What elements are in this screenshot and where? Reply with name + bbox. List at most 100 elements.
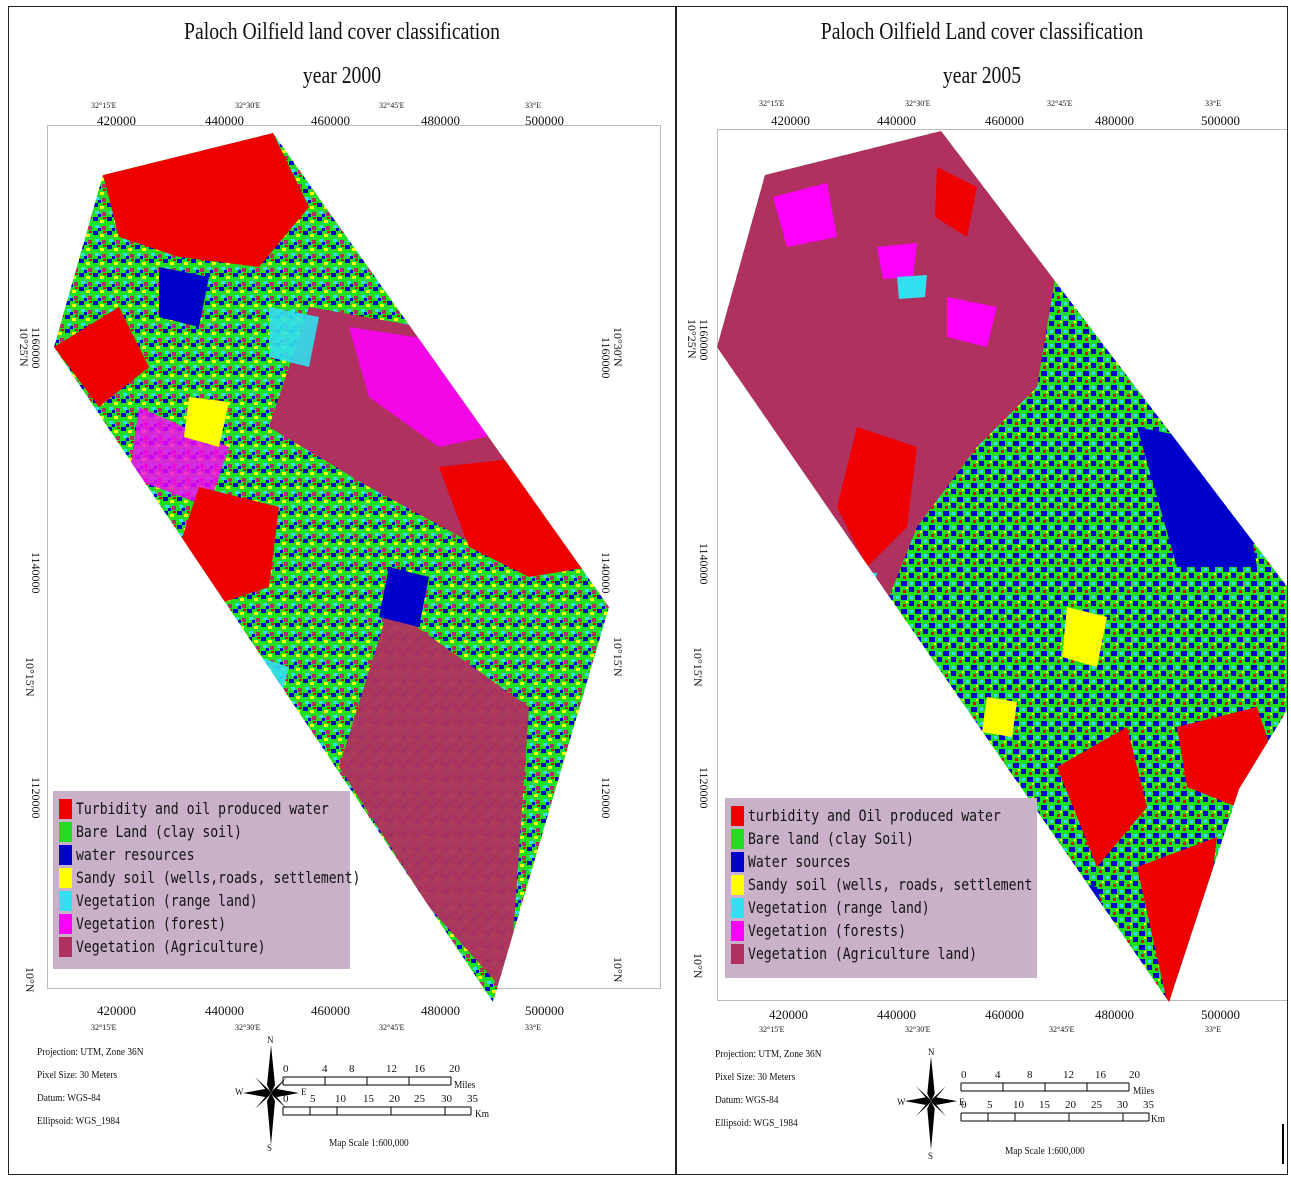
scale-km-label: Km <box>475 1108 490 1120</box>
compass-w: W <box>235 1087 244 1097</box>
legend-swatch <box>59 821 72 842</box>
scale-km-tick: 5 <box>310 1093 316 1105</box>
scale-km-tick: 10 <box>1013 1099 1024 1111</box>
legend-label: Sandy soil (wells, roads, settlement <box>748 874 1033 894</box>
map-scale-text: Map Scale 1:600,000 <box>329 1137 409 1149</box>
legend-swatch <box>731 851 744 872</box>
bottom-degree-tick: 32°15'E <box>91 1023 117 1032</box>
scale-km-tick: 25 <box>1091 1099 1102 1111</box>
compass-e: E <box>301 1087 307 1097</box>
scale-km-tick: 25 <box>414 1093 425 1105</box>
legend-item: Sandy soil (wells, roads, settlement <box>731 873 1033 896</box>
bottom-degree-tick: 33°E <box>1205 1025 1222 1034</box>
map-legend: turbidity and Oil produced water Bare la… <box>725 798 1037 978</box>
scale-km-tick: 0 <box>961 1099 967 1111</box>
legend-label: Water sources <box>748 851 851 871</box>
projection-text: Projection: UTM, Zone 36N <box>37 1046 144 1058</box>
top-degree-tick: 33°E <box>1205 99 1222 108</box>
bottom-easting-tick: 480000 <box>421 1003 460 1018</box>
scale-miles-tick: 4 <box>322 1063 328 1075</box>
bottom-easting-tick: 420000 <box>769 1007 808 1022</box>
scale-miles-tick: 8 <box>1027 1069 1033 1081</box>
legend-item: turbidity and Oil produced water <box>731 804 1031 827</box>
legend-swatch <box>731 920 744 941</box>
legend-item: Vegetation (forests) <box>731 919 1031 942</box>
scale-miles-tick: 20 <box>449 1063 460 1075</box>
land-cover-map-2005 <box>717 131 1287 1002</box>
scale-km-tick: 20 <box>389 1093 400 1105</box>
legend-swatch <box>731 874 744 895</box>
scale-bar <box>960 1082 1150 1122</box>
map-frame <box>47 125 661 989</box>
bottom-easting-tick: 420000 <box>97 1003 136 1018</box>
compass-n: N <box>267 1035 274 1045</box>
top-easting-tick: 420000 <box>771 113 810 128</box>
pixel-size-text: Pixel Size: 30 Meters <box>715 1071 796 1083</box>
bottom-easting-tick: 460000 <box>985 1007 1024 1022</box>
scale-km-label: Km <box>1151 1113 1166 1125</box>
text-cursor-bar <box>1282 1124 1284 1164</box>
scale-miles-tick: 12 <box>386 1063 397 1075</box>
legend-item: Vegetation (Agriculture land) <box>731 942 1031 965</box>
datum-text: Datum: WGS-84 <box>37 1092 101 1104</box>
scale-miles-tick: 8 <box>349 1063 355 1075</box>
bottom-easting-tick: 440000 <box>877 1007 916 1022</box>
legend-item: water resources <box>59 843 344 866</box>
top-degree-tick: 32°15'E <box>759 99 785 108</box>
legend-label: Sandy soil (wells,roads, settlement) <box>76 867 361 887</box>
scale-km-tick: 35 <box>467 1093 478 1105</box>
top-easting-tick: 460000 <box>985 113 1024 128</box>
legend-item: Turbidity and oil produced water <box>59 797 344 820</box>
scale-km-tick: 15 <box>1039 1099 1050 1111</box>
datum-text: Datum: WGS-84 <box>715 1094 779 1106</box>
bottom-degree-tick: 33°E <box>525 1023 542 1032</box>
legend-label: Vegetation (Agriculture) <box>76 936 266 956</box>
legend-item: Water sources <box>731 850 1031 873</box>
top-easting-tick: 500000 <box>525 113 564 128</box>
legend-label: Vegetation (forests) <box>748 920 906 940</box>
scale-miles-tick: 16 <box>1095 1069 1106 1081</box>
legend-label: Vegetation (range land) <box>76 890 258 910</box>
legend-label: Bare land (clay Soil) <box>748 828 914 848</box>
ellipsoid-text: Ellipsoid: WGS_1984 <box>715 1117 798 1129</box>
top-easting-tick: 420000 <box>97 113 136 128</box>
land-cover-map-2000 <box>54 133 609 1002</box>
top-degree-tick: 32°30'E <box>905 99 931 108</box>
scale-miles-tick: 4 <box>995 1069 1001 1081</box>
legend-swatch <box>731 897 744 918</box>
top-easting-tick: 480000 <box>421 113 460 128</box>
top-easting-tick: 460000 <box>311 113 350 128</box>
legend-swatch <box>59 913 72 934</box>
map-panel-2000: Paloch Oilfield land cover classificatio… <box>8 6 676 1175</box>
legend-item: Bare land (clay Soil) <box>731 827 1031 850</box>
map-subtitle: year 2000 <box>302 63 382 89</box>
top-easting-tick: 480000 <box>1095 113 1134 128</box>
top-degree-tick: 32°15'E <box>91 101 117 110</box>
top-easting-tick: 440000 <box>205 113 244 128</box>
map-scale-text: Map Scale 1:600,000 <box>1005 1145 1085 1157</box>
legend-item: Vegetation (range land) <box>731 896 1031 919</box>
scale-km-tick: 30 <box>1117 1099 1128 1111</box>
legend-swatch <box>59 867 72 888</box>
compass-e: E <box>959 1097 965 1107</box>
map-subtitle: year 2005 <box>942 63 1022 89</box>
scale-miles-label: Miles <box>1133 1085 1155 1097</box>
map-title: Paloch Oilfield land cover classificatio… <box>184 19 500 45</box>
top-easting-tick: 500000 <box>1201 113 1240 128</box>
scale-km-tick: 30 <box>441 1093 452 1105</box>
compass-s: S <box>928 1151 934 1161</box>
map-title: Paloch Oilfield Land cover classificatio… <box>820 19 1144 45</box>
legend-item: Vegetation (forest) <box>59 912 344 935</box>
legend-swatch <box>731 943 744 964</box>
bottom-easting-tick: 480000 <box>1095 1007 1134 1022</box>
scale-bar <box>282 1076 472 1116</box>
scale-miles-tick: 20 <box>1129 1069 1140 1081</box>
projection-text: Projection: UTM, Zone 36N <box>715 1048 822 1060</box>
map-frame <box>717 129 1287 1001</box>
legend-swatch <box>731 805 744 826</box>
map-metadata: Projection: UTM, Zone 36N Pixel Size: 30… <box>37 1041 143 1133</box>
bottom-easting-tick: 440000 <box>205 1003 244 1018</box>
legend-swatch <box>59 936 72 957</box>
legend-swatch <box>59 890 72 911</box>
legend-item: Vegetation (range land) <box>59 889 344 912</box>
